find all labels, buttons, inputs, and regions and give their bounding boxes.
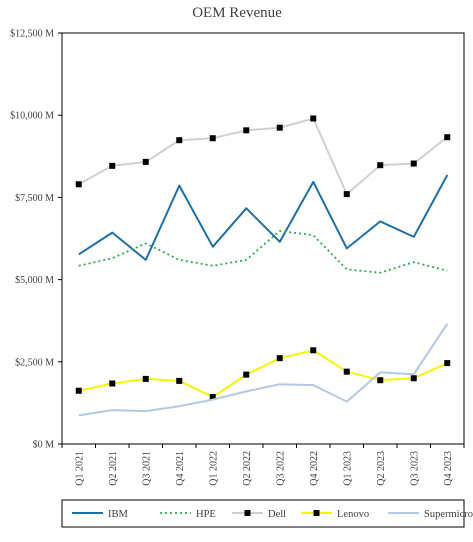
data-point-lenovo <box>176 377 183 384</box>
legend-marker-lenovo <box>313 510 320 516</box>
series-line-lenovo <box>78 349 448 398</box>
data-point-dell <box>276 124 283 131</box>
y-tick-label: $10,000 M <box>10 111 54 122</box>
data-point-lenovo <box>142 375 149 382</box>
data-point-dell <box>142 158 149 165</box>
data-point-dell <box>377 162 384 169</box>
data-point-lenovo <box>209 393 216 400</box>
data-point-lenovo <box>243 371 250 378</box>
x-tick-label: Q3 2021 <box>141 451 152 486</box>
data-point-dell <box>109 162 116 169</box>
series-line-dell <box>78 117 448 196</box>
x-tick-label: Q1 2022 <box>208 451 219 486</box>
data-point-dell <box>444 134 451 141</box>
y-tick-label: $2,500 M <box>15 357 54 368</box>
data-point-dell <box>410 160 417 167</box>
series-layer <box>75 115 451 417</box>
chart-title: OEM Revenue <box>192 5 282 21</box>
data-point-dell <box>209 135 216 142</box>
data-point-lenovo <box>444 360 451 367</box>
legend-frame <box>61 499 465 528</box>
y-tick-label: $5,000 M <box>15 275 54 286</box>
data-point-dell <box>243 127 250 134</box>
legend-label-ibm: IBM <box>108 509 129 520</box>
x-tick-label: Q1 2023 <box>342 451 353 486</box>
x-tick-label: Q4 2023 <box>443 451 454 486</box>
x-tick-label: Q2 2021 <box>108 451 119 486</box>
data-point-lenovo <box>109 380 116 387</box>
y-tick-label: $0 M <box>33 440 55 451</box>
data-point-lenovo <box>75 387 82 394</box>
x-tick-label: Q1 2021 <box>74 451 85 486</box>
axes-layer: $0 M $2,500 M $5,000 M $7,500 M $10,000 M $12… <box>10 29 465 486</box>
series-line-hpe <box>78 229 448 274</box>
legend: IBM HPE Dell Lenovo Supermicro <box>61 499 473 528</box>
data-point-lenovo <box>276 355 283 362</box>
data-point-lenovo <box>377 377 384 384</box>
legend-label-lenovo: Lenovo <box>337 509 369 520</box>
x-tick-label: Q3 2022 <box>275 451 286 486</box>
legend-label-supermicro: Supermicro <box>424 509 473 520</box>
x-tick-label: Q4 2021 <box>175 451 186 486</box>
legend-label-dell: Dell <box>268 509 286 520</box>
x-tick-label: Q2 2022 <box>242 451 253 486</box>
x-tick-label: Q2 2023 <box>376 451 387 486</box>
legend-marker-dell <box>244 510 251 516</box>
x-tick-label: Q3 2023 <box>409 451 420 486</box>
data-point-dell <box>343 191 350 198</box>
data-point-dell <box>176 137 183 144</box>
data-point-dell <box>310 115 317 122</box>
data-point-dell <box>75 181 82 188</box>
data-point-lenovo <box>343 368 350 375</box>
x-tick-label: Q4 2022 <box>309 451 320 486</box>
series-line-supermicro <box>78 323 449 417</box>
series-line-ibm <box>78 174 449 261</box>
data-point-lenovo <box>310 347 317 354</box>
legend-label-hpe: HPE <box>196 509 216 520</box>
y-tick-label: $7,500 M <box>15 193 54 204</box>
data-point-lenovo <box>410 375 417 382</box>
y-tick-label: $12,500 M <box>10 29 54 40</box>
